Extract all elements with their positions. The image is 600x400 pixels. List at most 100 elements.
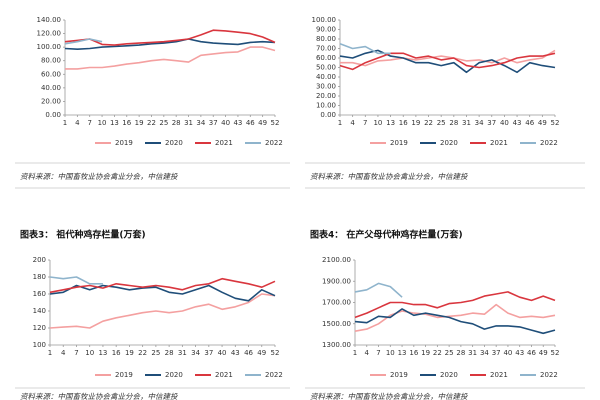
legend-label: 2020: [165, 371, 183, 379]
legend-label: 2021: [490, 139, 508, 147]
x-tick-label: 52: [551, 349, 560, 357]
x-tick-label: 49: [257, 349, 266, 357]
x-tick-label: 28: [449, 119, 458, 127]
x-tick-label: 40: [503, 349, 512, 357]
y-tick-label: 80.00: [316, 35, 336, 43]
x-tick-label: 7: [376, 349, 380, 357]
x-tick-label: 13: [386, 119, 395, 127]
x-tick-label: 37: [204, 349, 213, 357]
x-tick-label: 1: [48, 349, 52, 357]
x-tick-label: 19: [125, 349, 134, 357]
legend-label: 2022: [265, 139, 283, 147]
x-tick-label: 31: [468, 349, 477, 357]
x-tick-label: 52: [551, 119, 560, 127]
chart-title: 图表4： 在产父母代种鸡存栏量(万套): [310, 229, 463, 241]
series-line: [49, 293, 276, 329]
x-tick-label: 28: [165, 349, 174, 357]
x-tick-label: 4: [350, 119, 355, 127]
y-tick-label: 0.00: [320, 111, 336, 119]
x-tick-label: 46: [527, 349, 536, 357]
series-line: [49, 284, 276, 302]
x-tick-label: 16: [399, 119, 408, 127]
series-line: [49, 277, 276, 294]
x-tick-label: 7: [363, 119, 367, 127]
y-tick-label: 40.00: [41, 84, 61, 92]
y-tick-label: 10.00: [316, 102, 336, 110]
source-note: 资料来源：中国畜牧业协会禽业分会，中信建投: [20, 392, 179, 400]
y-tick-label: 100: [33, 341, 46, 349]
legend-label: 2021: [490, 371, 508, 379]
x-tick-label: 28: [172, 119, 181, 127]
x-tick-label: 40: [218, 349, 227, 357]
legend-label: 2021: [215, 371, 233, 379]
legend-label: 2022: [540, 371, 558, 379]
legend-label: 2020: [440, 371, 458, 379]
x-tick-label: 7: [87, 119, 91, 127]
y-tick-label: 100.00: [312, 16, 337, 24]
series-line: [354, 291, 556, 319]
x-tick-label: 49: [538, 119, 547, 127]
y-tick-label: 140: [33, 307, 46, 315]
y-tick-label: 120.00: [37, 30, 62, 38]
x-tick-label: 37: [492, 349, 501, 357]
series-line: [340, 49, 556, 67]
legend-label: 2019: [390, 371, 408, 379]
source-note: 资料来源：中国畜牧业协会禽业分会，中信建投: [310, 392, 469, 400]
x-tick-label: 46: [525, 119, 534, 127]
chart-title: 图表3： 祖代种鸡存栏量(万套): [20, 229, 146, 241]
x-tick-label: 43: [513, 119, 522, 127]
x-tick-label: 49: [539, 349, 548, 357]
y-tick-label: 160: [33, 290, 46, 298]
y-tick-label: 40.00: [316, 73, 336, 81]
x-tick-label: 13: [398, 349, 407, 357]
y-tick-label: 1700.00: [322, 299, 351, 307]
x-tick-label: 34: [191, 349, 200, 357]
x-tick-label: 19: [411, 119, 420, 127]
x-tick-label: 49: [258, 119, 267, 127]
legend-label: 2022: [540, 139, 558, 147]
y-tick-label: 120: [33, 324, 46, 332]
y-tick-label: 80.00: [41, 57, 61, 65]
x-tick-label: 22: [433, 349, 442, 357]
series-line: [64, 29, 276, 46]
x-tick-label: 46: [246, 119, 255, 127]
series-line: [49, 276, 103, 285]
source-note: 资料来源：中国畜牧业协会禽业分会，中信建投: [310, 172, 469, 181]
x-tick-label: 4: [75, 119, 80, 127]
x-tick-label: 28: [456, 349, 465, 357]
x-tick-label: 16: [112, 349, 121, 357]
x-tick-label: 46: [244, 349, 253, 357]
legend-label: 2019: [390, 139, 408, 147]
y-tick-label: 200: [33, 256, 46, 264]
x-tick-label: 43: [231, 349, 240, 357]
y-tick-label: 0.00: [45, 111, 61, 119]
legend-label: 2022: [265, 371, 283, 379]
x-tick-label: 7: [74, 349, 78, 357]
y-tick-label: 2100.00: [322, 256, 351, 264]
x-tick-label: 40: [500, 119, 509, 127]
x-tick-label: 25: [151, 349, 160, 357]
y-tick-label: 180: [33, 273, 46, 281]
legend-label: 2020: [440, 139, 458, 147]
x-tick-label: 31: [178, 349, 187, 357]
series-line: [354, 282, 403, 298]
x-tick-label: 10: [386, 349, 395, 357]
series-line: [64, 38, 276, 50]
y-tick-label: 1500.00: [322, 320, 351, 328]
x-tick-label: 19: [135, 119, 144, 127]
x-tick-label: 16: [409, 349, 418, 357]
x-tick-label: 34: [480, 349, 489, 357]
x-tick-label: 4: [365, 349, 370, 357]
y-tick-label: 50.00: [316, 64, 336, 72]
x-tick-label: 1: [353, 349, 357, 357]
series-line: [354, 303, 556, 332]
legend-label: 2019: [115, 139, 133, 147]
x-tick-label: 22: [424, 119, 433, 127]
x-tick-label: 43: [233, 119, 242, 127]
source-note: 资料来源：中国畜牧业协会禽业分会，中信建投: [20, 172, 179, 181]
series-line: [65, 46, 276, 70]
x-tick-label: 25: [437, 119, 446, 127]
x-tick-label: 52: [271, 119, 280, 127]
x-tick-label: 25: [159, 119, 168, 127]
x-tick-label: 31: [462, 119, 471, 127]
